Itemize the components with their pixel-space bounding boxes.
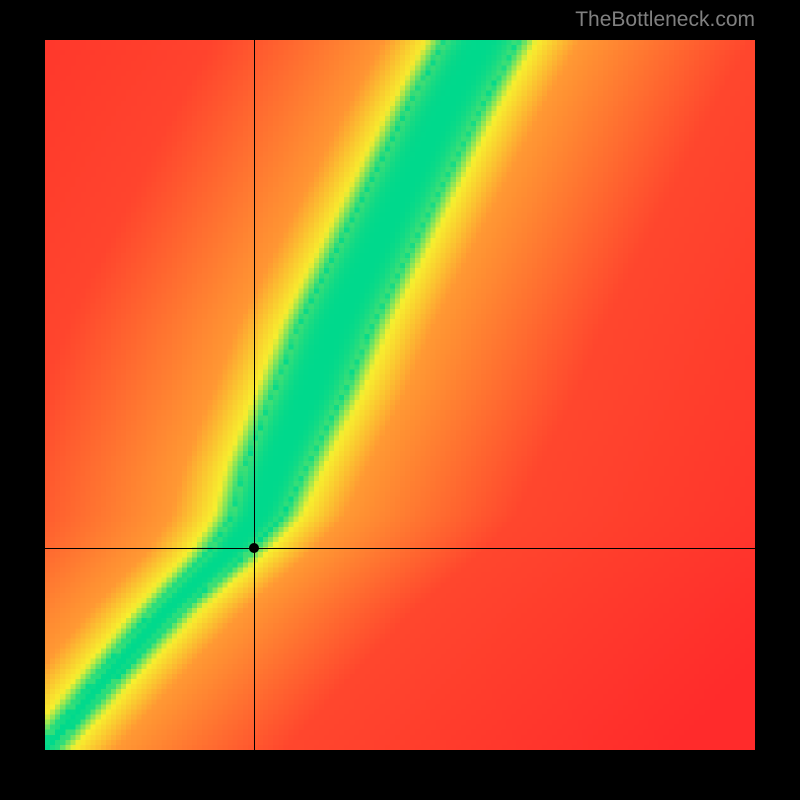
heatmap-plot-area <box>45 40 755 750</box>
heatmap-canvas <box>45 40 755 750</box>
crosshair-marker <box>249 543 259 553</box>
watermark-text: TheBottleneck.com <box>575 8 755 32</box>
crosshair-horizontal <box>45 548 755 549</box>
crosshair-vertical <box>254 40 255 750</box>
